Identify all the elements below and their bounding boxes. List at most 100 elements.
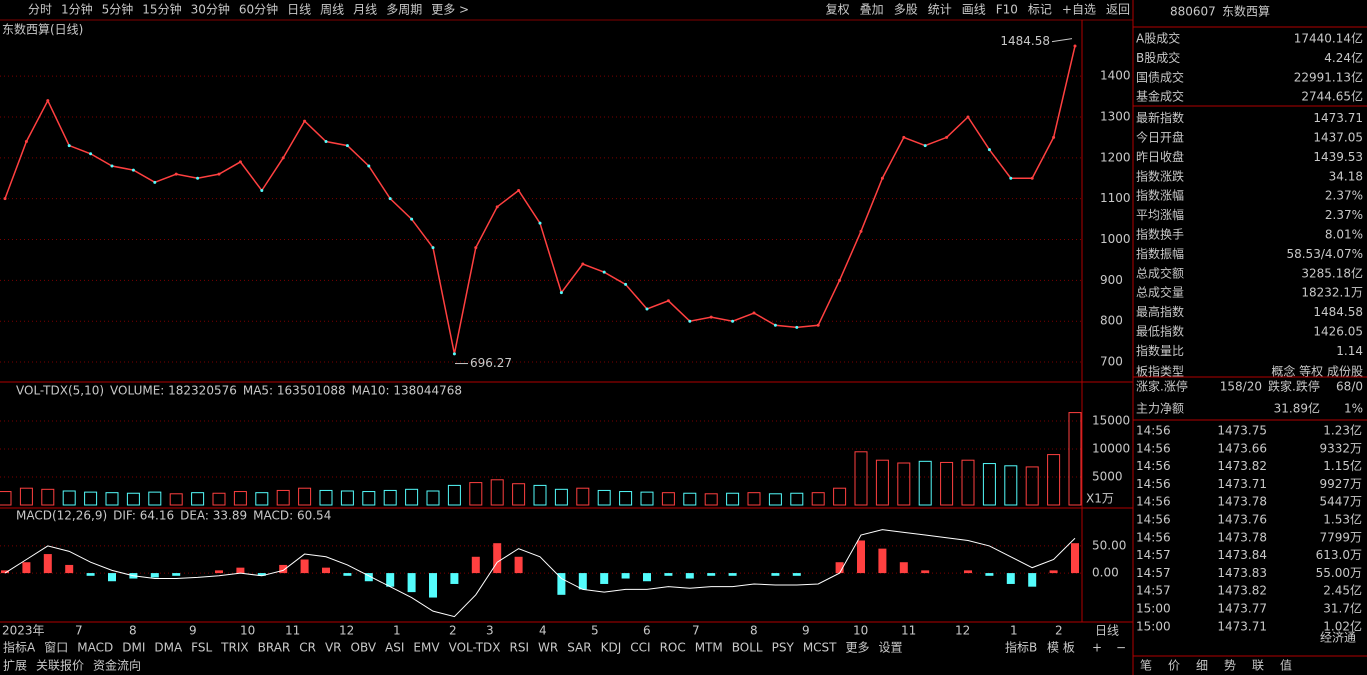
stat-value: 1426.05 — [1313, 325, 1363, 339]
updown: 涨家.涨停 — [1136, 379, 1188, 394]
volume-bar — [62, 490, 76, 506]
price-point — [281, 156, 285, 160]
tool-button[interactable]: 多股 — [894, 3, 918, 17]
volume-bar — [169, 493, 183, 506]
indicator-tab[interactable]: DMA — [154, 641, 183, 655]
period-tab[interactable]: 日线 — [287, 3, 311, 17]
price-point — [174, 172, 178, 176]
panel-tab[interactable]: 联 — [1252, 659, 1264, 673]
period-tab[interactable]: 15分钟 — [142, 2, 181, 17]
x-tick-label: 5 — [591, 624, 599, 638]
indicator-tab[interactable]: 指标A — [3, 640, 36, 655]
period-tab[interactable]: 多周期 — [386, 3, 422, 17]
indicator-tab[interactable]: WR — [538, 641, 558, 655]
indicator-tab[interactable]: VR — [325, 641, 342, 655]
x-tick-label: 10 — [240, 624, 255, 638]
indicator-tab[interactable]: SAR — [567, 641, 591, 655]
macd-bar — [643, 573, 651, 582]
period-tab[interactable]: 分时 — [28, 3, 52, 17]
y-tick-label: 1100 — [1100, 191, 1131, 205]
indicator-header: MA10: 138044768 — [352, 384, 462, 398]
tool-button[interactable]: +自选 — [1062, 3, 1096, 17]
panel-tab[interactable]: 细 — [1196, 659, 1208, 673]
stat-label: 今日开盘 — [1136, 130, 1184, 145]
indicator-header: DIF: 64.16 — [113, 509, 174, 523]
indicator-tab[interactable]: + — [1092, 641, 1102, 655]
indicator-tab[interactable]: 更多 — [846, 641, 870, 655]
macd-bar — [878, 548, 887, 574]
extension-tab[interactable]: 关联报价 — [36, 658, 84, 673]
macd-bar — [728, 573, 737, 576]
x-tick-label: 8 — [129, 624, 137, 638]
indicator-tab[interactable]: EMV — [413, 641, 440, 655]
macd-bar — [22, 562, 31, 574]
panel-tab[interactable]: 势 — [1224, 659, 1236, 673]
tick-volume: 1.02亿 — [1323, 618, 1362, 633]
tick-volume: 5447万 — [1319, 495, 1362, 509]
indicator-header: MACD(12,26,9) — [16, 509, 107, 523]
period-tab[interactable]: 60分钟 — [239, 2, 278, 17]
stat-label: 基金成交 — [1136, 89, 1184, 104]
indicator-tab[interactable]: BOLL — [732, 641, 763, 655]
tick-price: 1473.82 — [1217, 584, 1267, 598]
updown: 68/0 — [1336, 380, 1363, 394]
indicator-tab[interactable]: BRAR — [258, 641, 291, 655]
x-tick-label: 7 — [692, 624, 700, 638]
period-tab[interactable]: 30分钟 — [191, 2, 230, 17]
period-tab[interactable]: 月线 — [353, 3, 377, 17]
indicator-tab[interactable]: PSY — [772, 641, 795, 655]
price-point — [859, 229, 863, 233]
macd-bar — [921, 570, 930, 574]
y-tick-label: 800 — [1100, 314, 1123, 328]
high-label: 1484.58 — [1000, 34, 1050, 48]
x-tick-label: 4 — [539, 624, 547, 638]
panel-tab[interactable]: 笔 — [1140, 658, 1152, 673]
indicator-tab[interactable]: MTM — [695, 641, 723, 655]
tool-button[interactable]: 标记 — [1028, 3, 1052, 17]
indicator-tab[interactable]: FSL — [191, 641, 212, 655]
tick-volume: 31.7亿 — [1323, 601, 1362, 616]
indicator-tab[interactable]: RSI — [510, 641, 530, 655]
volume-bar — [961, 459, 975, 506]
price-point — [110, 164, 114, 168]
price-point — [602, 270, 606, 274]
indicator-tab[interactable]: OBV — [351, 641, 377, 655]
indicator-tab[interactable]: KDJ — [601, 641, 622, 655]
period-tab[interactable]: 更多 > — [431, 3, 469, 17]
tool-button[interactable]: 画线 — [962, 3, 986, 17]
panel-tab[interactable]: 价 — [1168, 659, 1180, 673]
indicator-tab[interactable]: 窗口 — [44, 641, 68, 655]
tool-button[interactable]: 复权 — [826, 3, 850, 17]
indicator-tab[interactable]: ASI — [385, 641, 404, 655]
tool-button[interactable]: 统计 — [928, 3, 952, 17]
tool-button[interactable]: 叠加 — [860, 3, 884, 17]
indicator-tab[interactable]: CCI — [630, 641, 650, 655]
volume-bar — [747, 492, 761, 506]
tool-button[interactable]: 返回 — [1106, 3, 1130, 17]
indicator-header: VOLUME: 182320576 — [110, 384, 237, 398]
indicator-tab[interactable]: MACD — [77, 641, 113, 655]
tick-volume: 1.15亿 — [1323, 458, 1362, 473]
extension-tab[interactable]: 资金流向 — [93, 658, 141, 673]
stat-label: 指数量比 — [1136, 343, 1184, 358]
extension-tab[interactable]: 扩展 — [3, 659, 27, 673]
indicator-tab[interactable]: 模 板 — [1047, 641, 1075, 655]
high-arrow — [1051, 38, 1073, 43]
indicator-tab[interactable]: MCST — [803, 641, 837, 655]
indicator-tab[interactable]: VOL-TDX — [449, 641, 501, 655]
indicator-tab[interactable]: DMI — [122, 641, 145, 655]
indicator-tab[interactable]: − — [1116, 641, 1126, 655]
indicator-tab[interactable]: 指标B — [1005, 640, 1037, 655]
panel-tab[interactable]: 值 — [1280, 658, 1292, 673]
period-tab[interactable]: 1分钟 — [61, 2, 93, 17]
period-tab[interactable]: 5分钟 — [102, 2, 134, 17]
tool-button[interactable]: F10 — [996, 3, 1018, 17]
macd-bar — [664, 573, 673, 576]
stat-label: 最高指数 — [1136, 304, 1184, 319]
indicator-tab[interactable]: TRIX — [220, 641, 248, 655]
period-tab[interactable]: 周线 — [320, 3, 344, 17]
indicator-tab[interactable]: CR — [299, 641, 316, 655]
indicator-tab[interactable]: 设置 — [879, 641, 903, 655]
tick-price: 1473.77 — [1217, 602, 1267, 616]
indicator-tab[interactable]: ROC — [660, 641, 686, 655]
